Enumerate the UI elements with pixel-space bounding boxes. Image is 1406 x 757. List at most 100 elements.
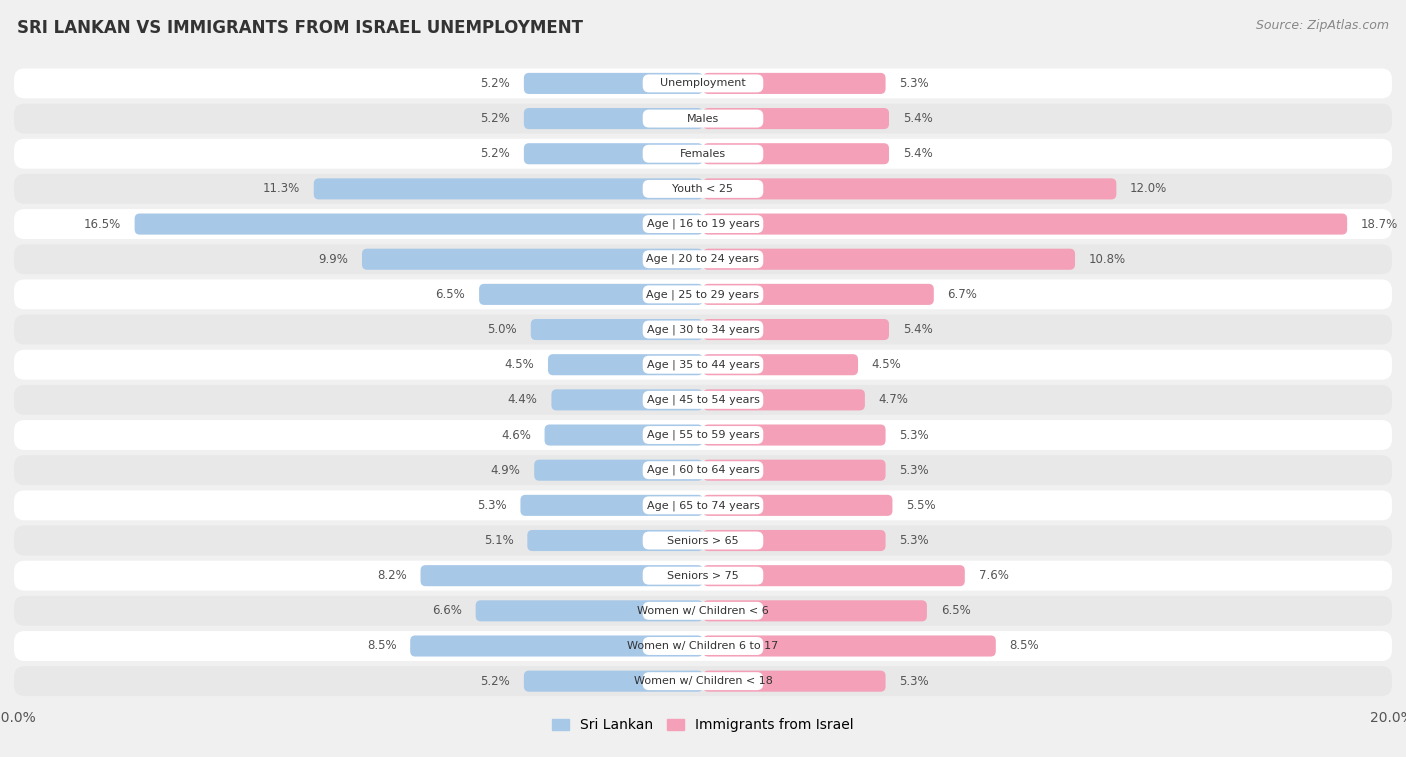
FancyBboxPatch shape (527, 530, 703, 551)
FancyBboxPatch shape (548, 354, 703, 375)
Text: Source: ZipAtlas.com: Source: ZipAtlas.com (1256, 19, 1389, 32)
FancyBboxPatch shape (703, 635, 995, 656)
Text: 5.5%: 5.5% (907, 499, 936, 512)
Text: 16.5%: 16.5% (83, 217, 121, 231)
Text: Age | 65 to 74 years: Age | 65 to 74 years (647, 500, 759, 511)
FancyBboxPatch shape (703, 565, 965, 586)
Text: 4.5%: 4.5% (872, 358, 901, 371)
Legend: Sri Lankan, Immigrants from Israel: Sri Lankan, Immigrants from Israel (553, 718, 853, 733)
Text: 5.3%: 5.3% (900, 534, 929, 547)
FancyBboxPatch shape (361, 248, 703, 269)
Text: 5.3%: 5.3% (477, 499, 506, 512)
FancyBboxPatch shape (524, 143, 703, 164)
Text: 10.8%: 10.8% (1088, 253, 1126, 266)
FancyBboxPatch shape (643, 602, 763, 620)
FancyBboxPatch shape (643, 215, 763, 233)
Text: Age | 20 to 24 years: Age | 20 to 24 years (647, 254, 759, 264)
FancyBboxPatch shape (14, 315, 1392, 344)
FancyBboxPatch shape (14, 561, 1392, 590)
FancyBboxPatch shape (14, 455, 1392, 485)
FancyBboxPatch shape (135, 213, 703, 235)
FancyBboxPatch shape (703, 179, 1116, 199)
Text: 6.5%: 6.5% (941, 604, 970, 617)
FancyBboxPatch shape (703, 671, 886, 692)
FancyBboxPatch shape (643, 426, 763, 444)
Text: 5.3%: 5.3% (900, 428, 929, 441)
Text: 5.3%: 5.3% (900, 464, 929, 477)
FancyBboxPatch shape (703, 389, 865, 410)
Text: Age | 55 to 59 years: Age | 55 to 59 years (647, 430, 759, 441)
FancyBboxPatch shape (643, 461, 763, 479)
Text: 12.0%: 12.0% (1130, 182, 1167, 195)
FancyBboxPatch shape (643, 285, 763, 304)
Text: 11.3%: 11.3% (263, 182, 299, 195)
Text: 5.2%: 5.2% (481, 112, 510, 125)
FancyBboxPatch shape (643, 497, 763, 514)
Text: Seniors > 65: Seniors > 65 (668, 535, 738, 546)
Text: Males: Males (688, 114, 718, 123)
FancyBboxPatch shape (14, 245, 1392, 274)
Text: Youth < 25: Youth < 25 (672, 184, 734, 194)
Text: 5.2%: 5.2% (481, 77, 510, 90)
Text: 4.7%: 4.7% (879, 394, 908, 407)
FancyBboxPatch shape (14, 209, 1392, 239)
FancyBboxPatch shape (643, 567, 763, 584)
FancyBboxPatch shape (14, 68, 1392, 98)
Text: Age | 35 to 44 years: Age | 35 to 44 years (647, 360, 759, 370)
Text: Seniors > 75: Seniors > 75 (666, 571, 740, 581)
Text: Age | 30 to 34 years: Age | 30 to 34 years (647, 324, 759, 335)
FancyBboxPatch shape (703, 213, 1347, 235)
FancyBboxPatch shape (14, 139, 1392, 169)
Text: Women w/ Children < 6: Women w/ Children < 6 (637, 606, 769, 616)
FancyBboxPatch shape (703, 248, 1076, 269)
Text: Age | 45 to 54 years: Age | 45 to 54 years (647, 394, 759, 405)
FancyBboxPatch shape (643, 637, 763, 655)
FancyBboxPatch shape (703, 319, 889, 340)
Text: Unemployment: Unemployment (661, 79, 745, 89)
FancyBboxPatch shape (475, 600, 703, 621)
FancyBboxPatch shape (520, 495, 703, 516)
Text: 6.5%: 6.5% (436, 288, 465, 301)
FancyBboxPatch shape (14, 596, 1392, 626)
FancyBboxPatch shape (531, 319, 703, 340)
FancyBboxPatch shape (643, 391, 763, 409)
FancyBboxPatch shape (703, 73, 886, 94)
FancyBboxPatch shape (479, 284, 703, 305)
FancyBboxPatch shape (14, 104, 1392, 133)
Text: 8.5%: 8.5% (367, 640, 396, 653)
Text: 5.2%: 5.2% (481, 674, 510, 687)
Text: 5.3%: 5.3% (900, 77, 929, 90)
Text: SRI LANKAN VS IMMIGRANTS FROM ISRAEL UNEMPLOYMENT: SRI LANKAN VS IMMIGRANTS FROM ISRAEL UNE… (17, 19, 583, 37)
Text: 9.9%: 9.9% (318, 253, 349, 266)
FancyBboxPatch shape (544, 425, 703, 446)
Text: 5.4%: 5.4% (903, 148, 932, 160)
Text: Women w/ Children < 18: Women w/ Children < 18 (634, 676, 772, 686)
FancyBboxPatch shape (703, 459, 886, 481)
FancyBboxPatch shape (703, 495, 893, 516)
Text: 8.2%: 8.2% (377, 569, 406, 582)
FancyBboxPatch shape (14, 420, 1392, 450)
FancyBboxPatch shape (14, 174, 1392, 204)
FancyBboxPatch shape (14, 385, 1392, 415)
FancyBboxPatch shape (14, 631, 1392, 661)
FancyBboxPatch shape (14, 279, 1392, 310)
Text: 5.4%: 5.4% (903, 112, 932, 125)
FancyBboxPatch shape (420, 565, 703, 586)
Text: 5.1%: 5.1% (484, 534, 513, 547)
FancyBboxPatch shape (643, 74, 763, 92)
FancyBboxPatch shape (643, 531, 763, 550)
Text: 5.3%: 5.3% (900, 674, 929, 687)
Text: Age | 60 to 64 years: Age | 60 to 64 years (647, 465, 759, 475)
FancyBboxPatch shape (524, 671, 703, 692)
FancyBboxPatch shape (703, 108, 889, 129)
Text: 5.4%: 5.4% (903, 323, 932, 336)
Text: 4.4%: 4.4% (508, 394, 537, 407)
FancyBboxPatch shape (703, 425, 886, 446)
FancyBboxPatch shape (703, 354, 858, 375)
FancyBboxPatch shape (643, 145, 763, 163)
FancyBboxPatch shape (411, 635, 703, 656)
FancyBboxPatch shape (703, 284, 934, 305)
Text: Age | 16 to 19 years: Age | 16 to 19 years (647, 219, 759, 229)
Text: Age | 25 to 29 years: Age | 25 to 29 years (647, 289, 759, 300)
Text: 5.2%: 5.2% (481, 148, 510, 160)
